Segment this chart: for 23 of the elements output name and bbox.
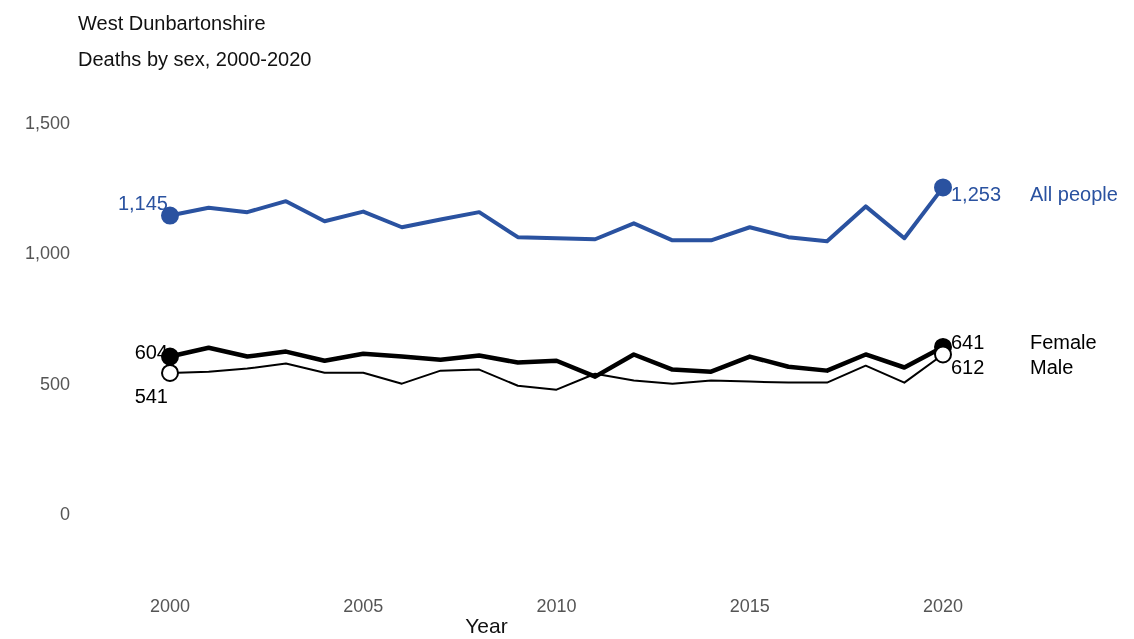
chart-subtitle: Deaths by sex, 2000-2020 xyxy=(78,48,312,70)
point xyxy=(934,345,952,364)
y-tick-label: 0 xyxy=(59,504,70,524)
y-tick-label: 500 xyxy=(39,373,70,394)
text: Female xyxy=(1030,330,1097,353)
data-label: 541 xyxy=(134,384,168,407)
y-tick-label: 1,000 xyxy=(24,243,70,264)
point xyxy=(934,178,952,197)
x-tick-label: 2015 xyxy=(729,596,770,616)
x-tick-label: 2000 xyxy=(149,596,191,616)
x-tick-label: 2005 xyxy=(343,596,384,616)
y-tick-label: 1,500 xyxy=(24,113,70,133)
x-tick-label: 2010 xyxy=(536,596,577,616)
x-axis-title: Year xyxy=(465,614,508,637)
data-label: 1,145 xyxy=(117,191,168,214)
text: Male xyxy=(1030,356,1074,379)
point xyxy=(161,363,179,382)
data-label: 612 xyxy=(951,356,985,379)
x-tick-label: 2020 xyxy=(922,596,964,616)
text: All people xyxy=(1030,183,1118,206)
data-label: 1,253 xyxy=(951,183,1002,206)
data-label: 641 xyxy=(951,330,985,353)
chart-title: West Dunbartonshire xyxy=(78,12,266,34)
